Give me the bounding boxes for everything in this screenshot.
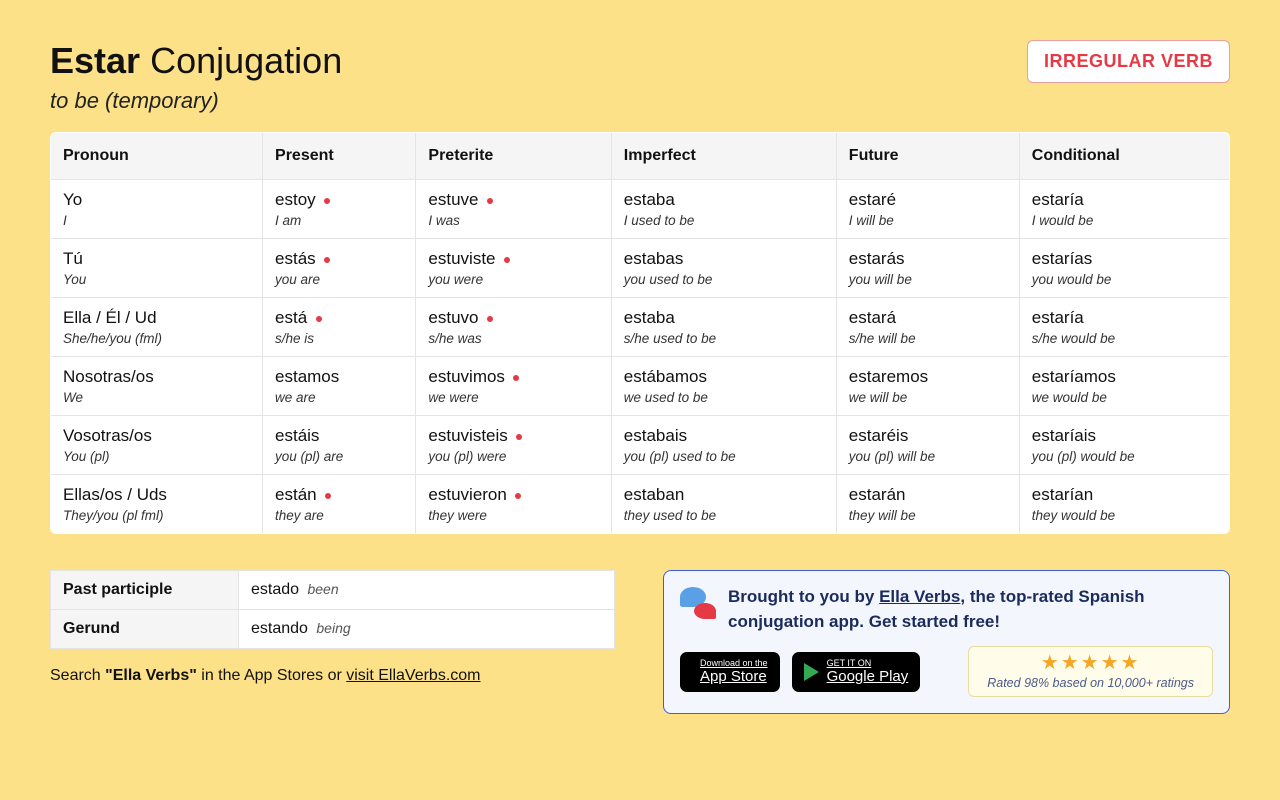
irregular-dot-icon (516, 434, 522, 440)
irregular-dot-icon (515, 493, 521, 499)
conjugation-cell: estaríaI would be (1019, 180, 1229, 239)
irregular-dot-icon (324, 257, 330, 263)
table-header-cell: Pronoun (51, 133, 263, 180)
conjugation-cell: estuvimos we were (416, 357, 611, 416)
ella-verbs-logo-icon (680, 585, 716, 621)
participle-table: Past participleestado beenGerundestando … (50, 570, 615, 649)
conjugation-cell: estaríaisyou (pl) would be (1019, 416, 1229, 475)
table-row: YoIestoy I amestuve I wasestabaI used to… (51, 180, 1230, 239)
promo-top: Brought to you by Ella Verbs, the top-ra… (680, 585, 1213, 634)
conjugation-cell: estaréisyou (pl) will be (836, 416, 1019, 475)
irregular-dot-icon (325, 493, 331, 499)
conjugation-cell: estabas/he used to be (611, 298, 836, 357)
irregular-dot-icon (316, 316, 322, 322)
bottom-section: Past participleestado beenGerundestando … (50, 570, 1230, 714)
table-header-row: PronounPresentPreteriteImperfectFutureCo… (51, 133, 1230, 180)
pronoun-cell: Vosotras/osYou (pl) (51, 416, 263, 475)
table-header-cell: Future (836, 133, 1019, 180)
table-row: TúYouestás you areestuviste you wereesta… (51, 239, 1230, 298)
table-row: Ellas/os / UdsThey/you (pl fml)están the… (51, 475, 1230, 534)
page-title: Estar Conjugation (50, 40, 342, 82)
title-block: Estar Conjugation to be (temporary) (50, 40, 342, 114)
table-row: Vosotras/osYou (pl)estáisyou (pl) areest… (51, 416, 1230, 475)
conjugation-cell: están they are (263, 475, 416, 534)
table-header-cell: Present (263, 133, 416, 180)
participle-label: Past participle (51, 571, 239, 610)
conjugation-cell: estaríamoswe would be (1019, 357, 1229, 416)
conjugation-cell: estáisyou (pl) are (263, 416, 416, 475)
header: Estar Conjugation to be (temporary) IRRE… (50, 40, 1230, 114)
conjugation-cell: estábamoswe used to be (611, 357, 836, 416)
title-suffix: Conjugation (140, 40, 342, 81)
conjugation-cell: estuviste you were (416, 239, 611, 298)
irregular-dot-icon (513, 375, 519, 381)
rating-text: Rated 98% based on 10,000+ ratings (987, 676, 1194, 690)
promo-bottom: Download on the App Store GET IT ON Goog… (680, 646, 1213, 697)
participle-value: estando being (239, 610, 615, 649)
irregular-badge: IRREGULAR VERB (1027, 40, 1230, 83)
conjugation-cell: estoy I am (263, 180, 416, 239)
google-play-button[interactable]: GET IT ON Google Play (792, 652, 921, 692)
pronoun-cell: Ella / Él / UdShe/he/you (fml) (51, 298, 263, 357)
participle-label: Gerund (51, 610, 239, 649)
conjugation-cell: estuve I was (416, 180, 611, 239)
pronoun-cell: TúYou (51, 239, 263, 298)
subtitle: to be (temporary) (50, 88, 342, 114)
conjugation-cell: estamoswe are (263, 357, 416, 416)
irregular-dot-icon (324, 198, 330, 204)
irregular-dot-icon (487, 316, 493, 322)
participle-row: Gerundestando being (51, 610, 615, 649)
conjugation-cell: estabaI used to be (611, 180, 836, 239)
table-row: Nosotras/osWeestamoswe areestuvimos we w… (51, 357, 1230, 416)
table-row: Ella / Él / UdShe/he/you (fml)está s/he … (51, 298, 1230, 357)
ella-verbs-link[interactable]: Ella Verbs (879, 587, 960, 606)
participle-row: Past participleestado been (51, 571, 615, 610)
conjugation-cell: estuvisteis you (pl) were (416, 416, 611, 475)
irregular-dot-icon (487, 198, 493, 204)
conjugation-cell: estaréI will be (836, 180, 1019, 239)
conjugation-cell: estabanthey used to be (611, 475, 836, 534)
conjugation-cell: estarásyou will be (836, 239, 1019, 298)
conjugation-cell: estabaisyou (pl) used to be (611, 416, 836, 475)
conjugation-cell: estabasyou used to be (611, 239, 836, 298)
verb-name: Estar (50, 40, 140, 81)
conjugation-cell: estaremoswe will be (836, 357, 1019, 416)
left-column: Past participleestado beenGerundestando … (50, 570, 615, 685)
table-body: YoIestoy I amestuve I wasestabaI used to… (51, 180, 1230, 534)
conjugation-cell: estarás/he will be (836, 298, 1019, 357)
google-play-icon (804, 663, 819, 681)
rating-box: ★★★★★ Rated 98% based on 10,000+ ratings (968, 646, 1213, 697)
table-header-cell: Imperfect (611, 133, 836, 180)
table-header-cell: Conditional (1019, 133, 1229, 180)
pronoun-cell: Ellas/os / UdsThey/you (pl fml) (51, 475, 263, 534)
promo-box: Brought to you by Ella Verbs, the top-ra… (663, 570, 1230, 714)
conjugation-table: PronounPresentPreteriteImperfectFutureCo… (50, 132, 1230, 534)
pronoun-cell: YoI (51, 180, 263, 239)
table-header-cell: Preterite (416, 133, 611, 180)
conjugation-cell: estarías/he would be (1019, 298, 1229, 357)
conjugation-cell: está s/he is (263, 298, 416, 357)
visit-link[interactable]: visit EllaVerbs.com (346, 667, 480, 684)
star-icons: ★★★★★ (987, 653, 1194, 673)
conjugation-cell: estuvo s/he was (416, 298, 611, 357)
pronoun-cell: Nosotras/osWe (51, 357, 263, 416)
conjugation-cell: estuvieron they were (416, 475, 611, 534)
conjugation-cell: estaríasyou would be (1019, 239, 1229, 298)
irregular-dot-icon (504, 257, 510, 263)
search-bold: "Ella Verbs" (105, 667, 197, 684)
search-line: Search "Ella Verbs" in the App Stores or… (50, 667, 615, 685)
conjugation-cell: estás you are (263, 239, 416, 298)
participle-value: estado been (239, 571, 615, 610)
conjugation-cell: estaránthey will be (836, 475, 1019, 534)
promo-text: Brought to you by Ella Verbs, the top-ra… (728, 585, 1213, 634)
conjugation-cell: estaríanthey would be (1019, 475, 1229, 534)
app-store-button[interactable]: Download on the App Store (680, 652, 780, 692)
